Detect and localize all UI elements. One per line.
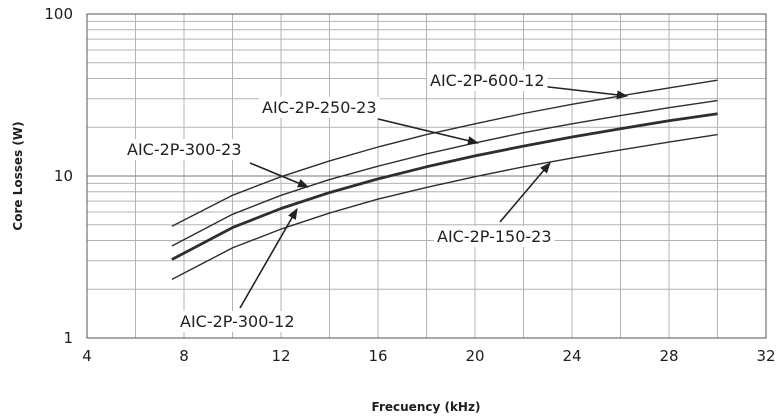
callout-arrow xyxy=(377,118,480,146)
callout-label-background xyxy=(177,311,298,332)
callout-arrow xyxy=(249,162,310,188)
series-callouts: AIC-2P-600-12 AIC-2P-250-23 AIC-2P-300-23 A… xyxy=(124,70,629,332)
callout-label: AIC-2P-600-12 xyxy=(430,71,545,90)
callout-arrow xyxy=(539,85,629,100)
y-tick-labels: 1 10 100 xyxy=(44,5,73,347)
y-tick-label: 100 xyxy=(44,5,73,23)
x-tick-label: 32 xyxy=(756,347,775,365)
series-line-aic-2p-300-12 xyxy=(171,112,718,261)
series-lines xyxy=(171,79,718,281)
series-line-aic-2p-600-12 xyxy=(171,79,718,227)
callout-label: AIC-2P-300-23 xyxy=(127,140,242,159)
y-axis-title: Core Losses (W) xyxy=(11,121,25,230)
callout-label-background xyxy=(434,226,555,247)
callout-label-background xyxy=(427,70,548,91)
plot-frame xyxy=(86,13,767,339)
callout-label: AIC-2P-250-23 xyxy=(262,98,377,117)
callout-label: AIC-2P-300-12 xyxy=(180,312,295,331)
callout-arrow xyxy=(239,208,298,309)
callout-arrow xyxy=(499,162,551,223)
x-tick-label: 20 xyxy=(465,347,484,365)
x-tick-label: 28 xyxy=(659,347,678,365)
x-tick-label: 16 xyxy=(368,347,387,365)
series-line-aic-2p-150-23 xyxy=(171,133,718,281)
x-tick-label: 12 xyxy=(271,347,290,365)
horizontal-grid-lines xyxy=(87,20,766,290)
x-tick-labels: 4 8 12 16 20 24 28 32 xyxy=(82,347,775,365)
x-tick-label: 4 xyxy=(82,347,92,365)
callout-label-background xyxy=(124,139,245,160)
y-tick-label: 1 xyxy=(63,329,73,347)
x-tick-label: 24 xyxy=(562,347,581,365)
callout-label: AIC-2P-150-23 xyxy=(437,227,552,246)
series-line-aic-2p-250-23 xyxy=(171,99,718,247)
y-tick-label: 10 xyxy=(54,167,73,185)
x-axis-title: Frecuency (kHz) xyxy=(372,400,481,414)
callout-label-background xyxy=(259,97,380,118)
x-tick-label: 8 xyxy=(179,347,189,365)
